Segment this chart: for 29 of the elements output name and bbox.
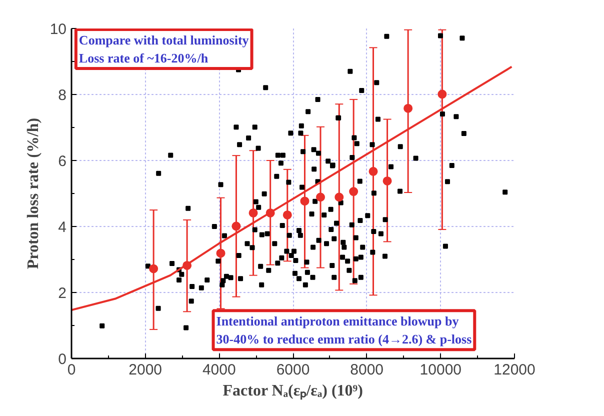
- point: [316, 192, 326, 202]
- x-tick-label: 4000: [202, 362, 236, 378]
- point: [232, 222, 241, 231]
- x-axis-title: Factor Nₐ(εₚ/εₐ) (10⁹): [222, 382, 363, 400]
- annotation: Intentional antiproton emittance blowup by 30-40% to reduce emm ratio (4→2.6) & p-loss: [216, 314, 472, 347]
- y-axis-title: Proton loss rate (%/h): [24, 118, 42, 270]
- y-tick-label: 2: [58, 285, 66, 302]
- point: [368, 166, 378, 176]
- y-tick-label: 10: [50, 21, 67, 38]
- point: [149, 264, 158, 274]
- x-tick-label: 10000: [420, 362, 462, 378]
- annotation: Compare with total luminosity Loss rate of ~16-20%/h: [78, 32, 250, 66]
- y-tick-label: 6: [58, 153, 66, 170]
- point: [248, 208, 258, 218]
- point: [216, 248, 226, 258]
- y-tick-label: 0: [58, 351, 66, 368]
- point: [349, 187, 358, 196]
- point: [438, 90, 447, 99]
- x-tick-label: 8000: [350, 362, 384, 378]
- x-tick-label: 6000: [276, 362, 310, 378]
- point: [282, 210, 292, 220]
- y-tick-label: 8: [58, 87, 66, 104]
- point: [382, 176, 392, 186]
- point: [334, 192, 344, 202]
- y-tick-label: 4: [58, 219, 66, 236]
- point: [300, 196, 310, 206]
- x-tick-label: 12000: [494, 362, 536, 378]
- x-tick-label: 2000: [128, 362, 162, 378]
- point: [404, 104, 413, 113]
